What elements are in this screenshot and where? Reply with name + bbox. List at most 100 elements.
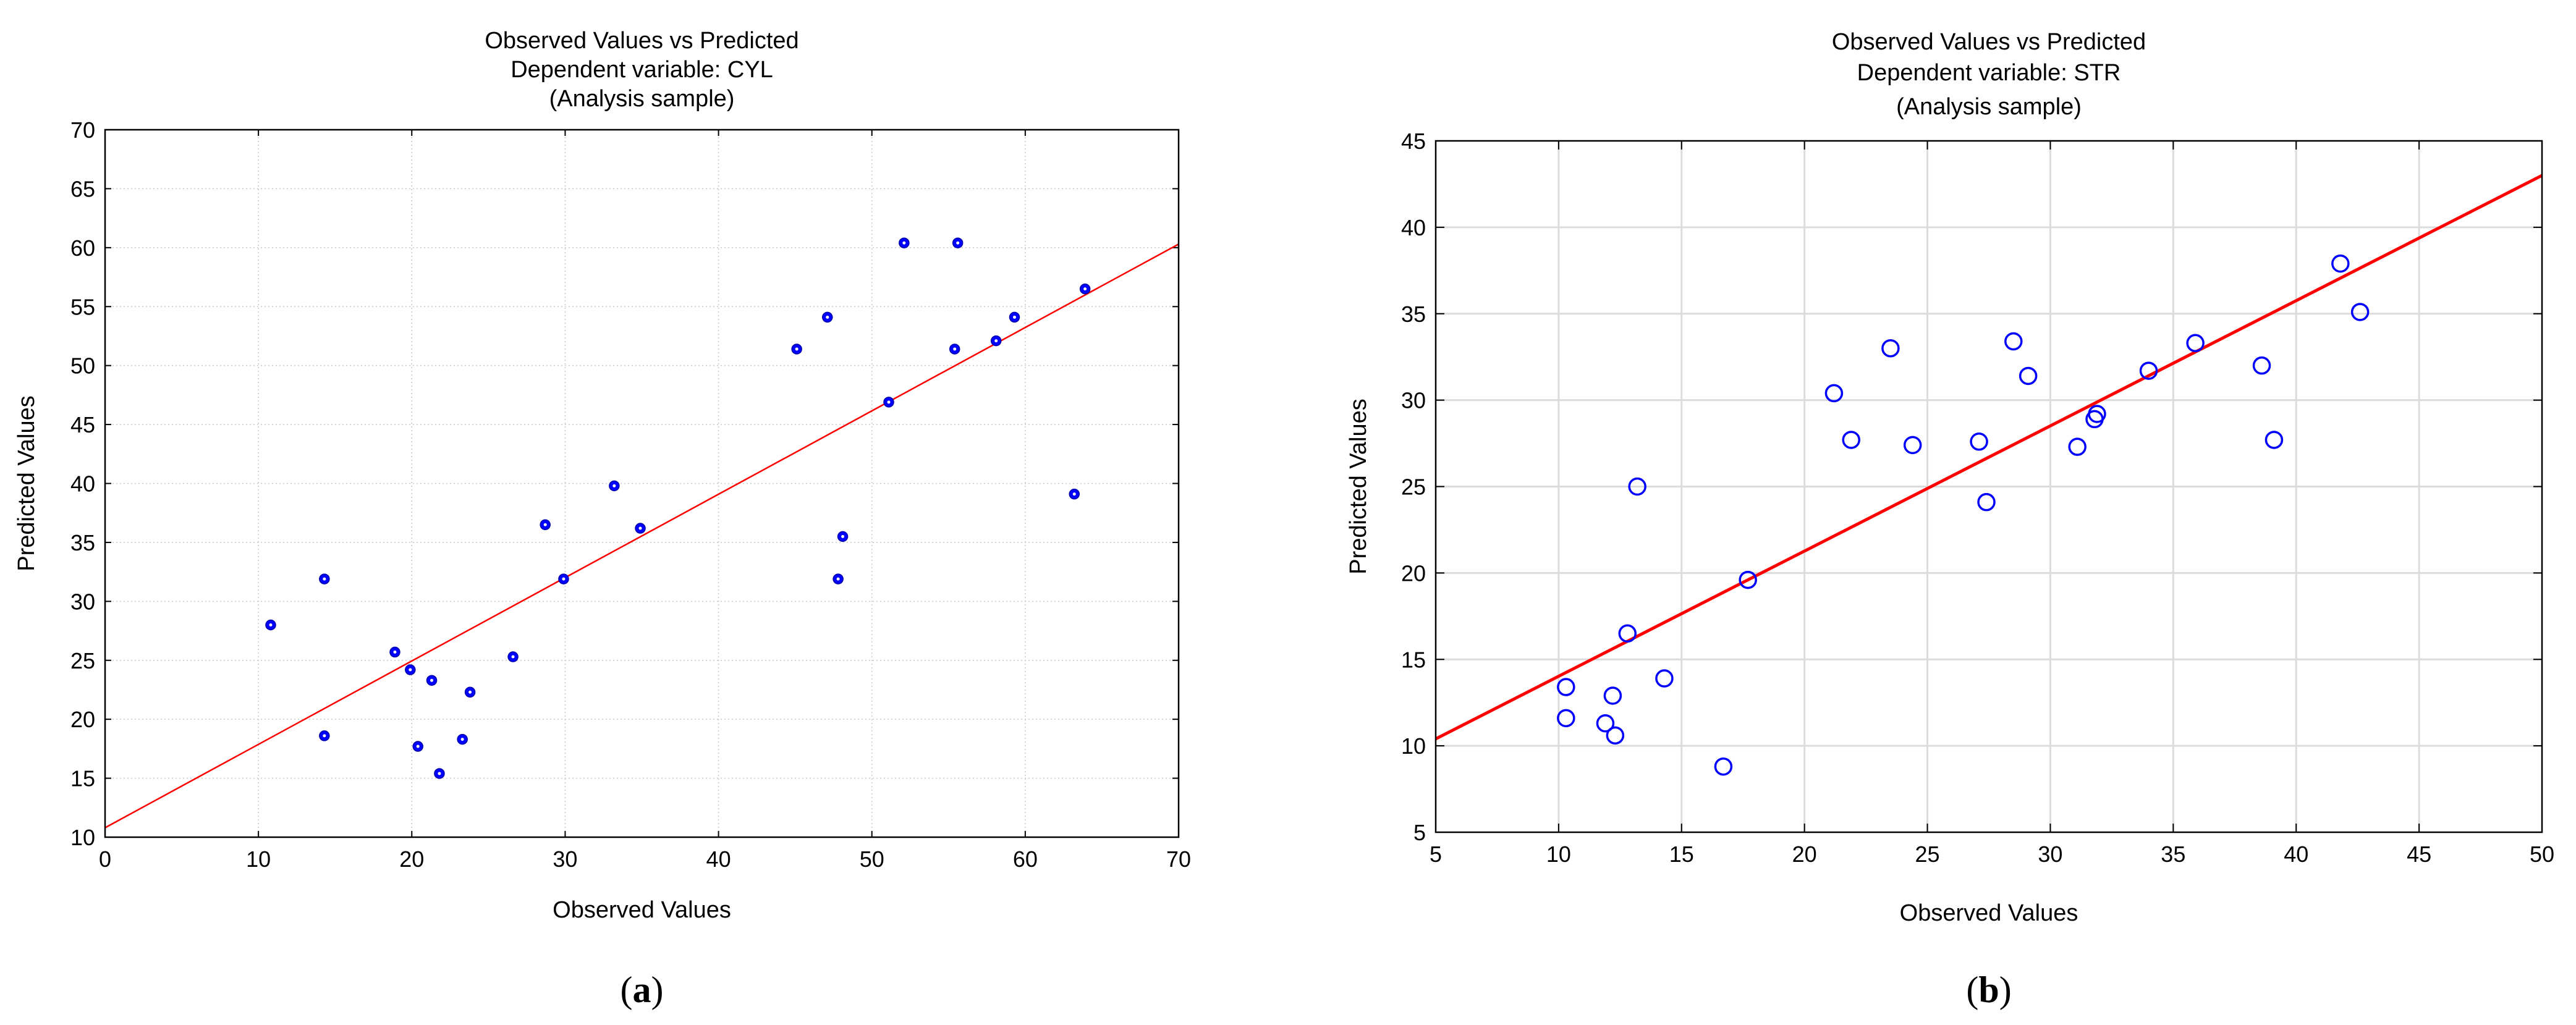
data-point-center (994, 339, 998, 343)
data-point-center (269, 623, 273, 626)
data-point (2186, 334, 2205, 353)
chart-title-line: Dependent variable: STR (1857, 60, 2121, 86)
x-axis-label: Observed Values (553, 897, 731, 923)
y-tick-label: 15 (1401, 647, 1426, 672)
chart-title-line: (Analysis sample) (1896, 94, 2082, 120)
data-point (2019, 366, 2038, 386)
data-point-center (953, 347, 957, 351)
chart-b: 5 10 15 20 25 30 35 40 45 50 5 10 15 20 25 30 35 40 45 Obse… (1345, 29, 2554, 1010)
chart-title: Observed Values vs Predicted Dependent va… (1832, 29, 2146, 120)
x-tick-label: 0 (99, 846, 111, 872)
data-point (2088, 405, 2106, 423)
data-point-center (1012, 315, 1016, 319)
data-point (2004, 332, 2023, 351)
ticks: 0 10 20 30 40 50 60 701015202530354045505560657… (70, 117, 1191, 872)
chart-a: 0 10 20 30 40 50 60 701015202530354045505560657… (14, 28, 1191, 1010)
y-tick-label: 50 (70, 353, 95, 379)
data-point (2265, 431, 2284, 449)
panel-label-letter: b (1978, 969, 1999, 1010)
gridlines (105, 130, 1179, 837)
data-point (2350, 303, 2370, 321)
data-point (2139, 361, 2158, 380)
x-tick-label: 20 (1792, 842, 1817, 867)
x-tick-label: 30 (553, 846, 577, 872)
x-tick-label: 30 (2038, 842, 2062, 867)
x-tick-label: 20 (399, 846, 424, 872)
fit-line (1436, 174, 2542, 741)
y-tick-label: 45 (70, 412, 95, 437)
data-point-center (612, 484, 616, 487)
data-point-center (795, 347, 799, 351)
y-tick-label: 60 (70, 235, 95, 261)
data-point (1977, 492, 1996, 512)
y-tick-label: 5 (1413, 820, 1426, 845)
data-point-center (323, 577, 326, 581)
y-axis-label: Predicted Values (14, 395, 40, 571)
data-point (1739, 570, 1757, 589)
x-tick-label: 70 (1166, 846, 1191, 872)
data-point-center (468, 690, 472, 694)
y-tick-label: 25 (1401, 475, 1426, 500)
data-point (1628, 477, 1646, 496)
data-point-center (323, 734, 326, 738)
y-tick-label: 40 (70, 471, 95, 497)
chart-title-line: Observed Values vs Predicted (1832, 29, 2146, 55)
data-point (1881, 339, 1900, 358)
y-tick-label: 40 (1401, 215, 1426, 240)
x-tick-label: 45 (2407, 842, 2431, 867)
data-point-center (1083, 287, 1087, 291)
x-tick-label: 60 (1013, 846, 1038, 872)
data-point-center (409, 668, 412, 672)
y-tick-label: 35 (70, 530, 95, 555)
data-point-center (1072, 492, 1076, 496)
y-axis-label: Predicted Values (1345, 399, 1371, 574)
x-tick-label: 40 (2284, 842, 2308, 867)
y-tick-label: 55 (70, 294, 95, 319)
data-point (1903, 436, 1922, 455)
data-point-center (430, 678, 434, 682)
ticks: 5 10 15 20 25 30 35 40 45 50 5 10 15 20 25 30 35 40 45 (1401, 129, 2554, 867)
data-point-center (887, 400, 891, 404)
x-tick-label: 50 (860, 846, 884, 872)
panel-label: (b) (1966, 969, 2011, 1010)
data-point (1655, 669, 1674, 688)
data-point-center (826, 315, 829, 319)
y-tick-label: 20 (70, 707, 95, 732)
gridlines (1436, 141, 2542, 832)
data-point (2331, 254, 2350, 273)
x-axis-label: Observed Values (1900, 900, 2078, 926)
y-tick-label: 20 (1401, 560, 1426, 586)
x-tick-label: 25 (1915, 842, 1940, 867)
panel-label-close: ) (1999, 969, 2012, 1010)
data-point (1606, 726, 1625, 745)
x-tick-label: 35 (2161, 842, 2185, 867)
x-tick-label: 50 (2530, 842, 2554, 867)
data-points (1557, 254, 2370, 776)
panel-label: (a) (621, 969, 664, 1010)
chart-title-line: (Analysis sample) (549, 86, 735, 112)
panel-label-open: ( (1966, 969, 1978, 1010)
data-point (1714, 757, 1733, 776)
plot-frame (104, 129, 1180, 838)
data-point-center (841, 534, 845, 538)
y-tick-label: 10 (70, 825, 95, 850)
data-point-center (438, 772, 441, 775)
y-tick-label: 15 (70, 766, 95, 791)
y-tick-label: 35 (1401, 302, 1426, 327)
chart-title-line: Dependent variable: CYL (511, 57, 773, 83)
data-point (1970, 432, 1988, 451)
data-points (265, 237, 1091, 779)
y-tick-label: 70 (70, 117, 95, 143)
data-point-center (416, 744, 420, 748)
x-tick-label: 15 (1669, 842, 1694, 867)
panel-label-open: ( (621, 969, 633, 1010)
data-point-center (543, 523, 547, 526)
data-point-center (460, 738, 464, 741)
panel-label-letter: a (633, 969, 651, 1010)
y-tick-label: 30 (70, 589, 95, 614)
data-point (1842, 431, 1860, 449)
data-point (2068, 437, 2087, 456)
x-tick-label: 10 (1546, 842, 1571, 867)
y-tick-label: 10 (1401, 733, 1426, 759)
